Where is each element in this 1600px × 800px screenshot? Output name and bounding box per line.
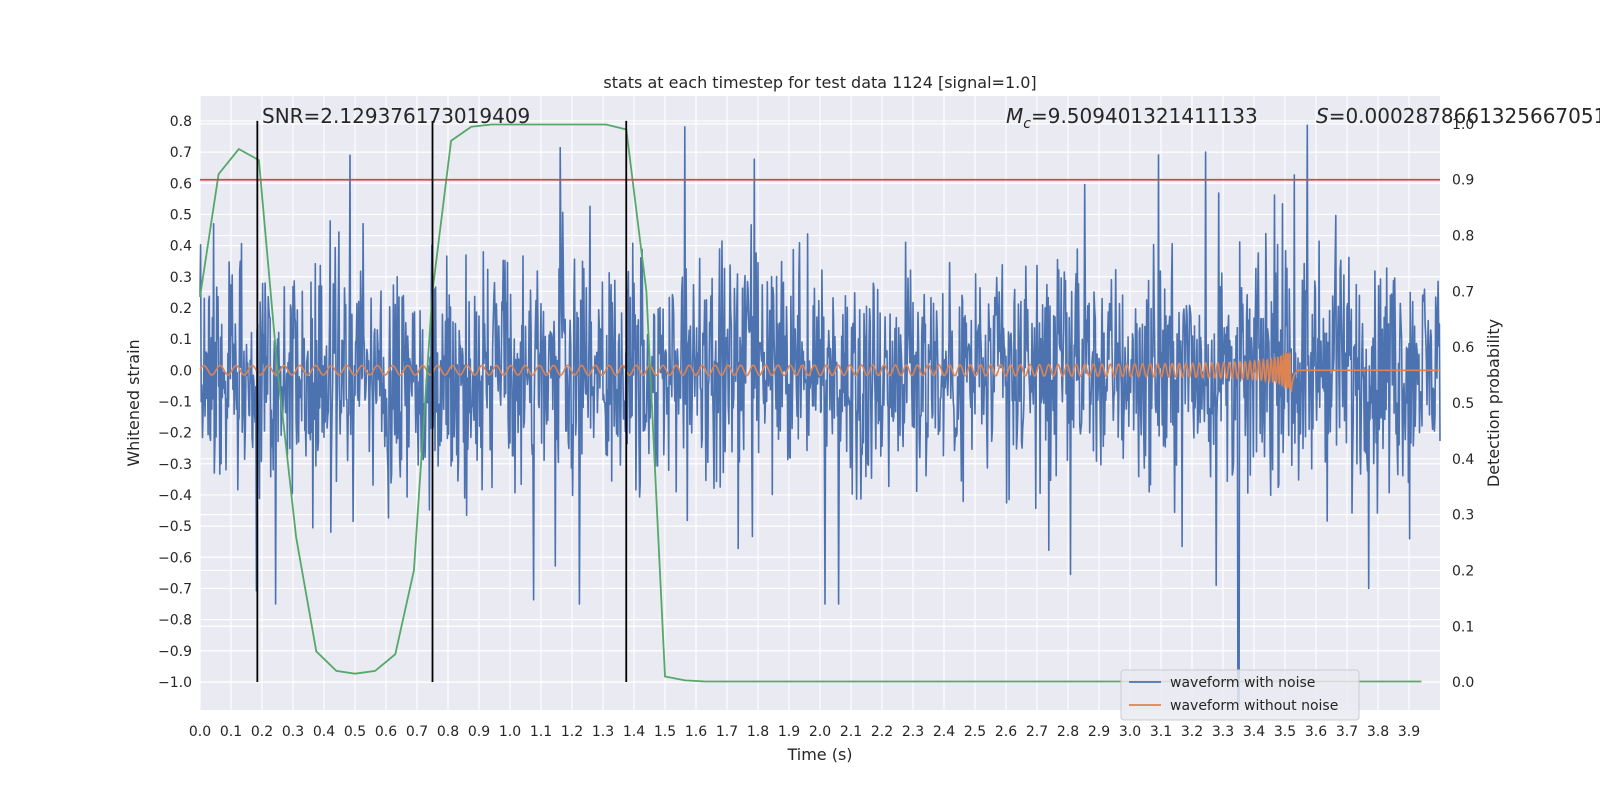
y2-tick-label: 0.1 xyxy=(1452,619,1474,635)
mc-symbol: M xyxy=(1006,104,1023,128)
x-tick-label: 2.0 xyxy=(809,724,831,740)
x-tick-label: 3.9 xyxy=(1398,724,1420,740)
y2-tick-label: 0.5 xyxy=(1452,396,1474,412)
series-waveform-without-noise xyxy=(199,351,1440,393)
y-tick-label: 0.1 xyxy=(170,332,192,348)
x-tick-label: 0.5 xyxy=(344,724,366,740)
y2-tick-label: 0.3 xyxy=(1452,508,1474,524)
x-tick-label: 0.6 xyxy=(375,724,397,740)
x-tick-label: 1.1 xyxy=(530,724,552,740)
x-tick-label: 1.7 xyxy=(716,724,738,740)
mc-annotation: Mc=9.509401321411133 xyxy=(1006,104,1258,132)
y-tick-label: 0.0 xyxy=(170,363,192,379)
y2-tick-label: 0.0 xyxy=(1452,675,1474,691)
x-tick-label: 3.3 xyxy=(1212,724,1234,740)
chart-title: stats at each timestep for test data 112… xyxy=(603,73,1036,92)
x-tick-label: 0.2 xyxy=(251,724,273,740)
x-tick-label: 0.8 xyxy=(437,724,459,740)
x-tick-label: 2.7 xyxy=(1026,724,1048,740)
x-tick-label: 1.5 xyxy=(654,724,676,740)
x-tick-label: 3.6 xyxy=(1305,724,1327,740)
vertical-markers xyxy=(256,120,628,682)
chirp-line xyxy=(199,351,1440,393)
y-axis-label: Whitened strain xyxy=(124,339,143,466)
mc-value: =9.509401321411133 xyxy=(1031,104,1258,128)
y-tick-label: 0.2 xyxy=(170,301,192,317)
y2-tick-label: 0.4 xyxy=(1452,452,1474,468)
x-tick-label: 1.3 xyxy=(592,724,614,740)
s-annotation: S=0.0002878661325667051 xyxy=(1316,104,1600,128)
x-tick-label: 3.1 xyxy=(1150,724,1172,740)
x-tick-label: 3.5 xyxy=(1274,724,1296,740)
legend-label-noise: waveform with noise xyxy=(1170,675,1315,691)
series-detection-probability xyxy=(199,123,1422,683)
x-tick-label: 2.2 xyxy=(871,724,893,740)
y-tick-label: 0.6 xyxy=(170,176,192,192)
mc-subscript: c xyxy=(1023,116,1031,132)
x-tick-label: 3.8 xyxy=(1367,724,1389,740)
y-tick-label: −0.5 xyxy=(158,519,192,535)
x-tick-label: 2.6 xyxy=(995,724,1017,740)
x-tick-label: 2.3 xyxy=(902,724,924,740)
y-tick-label: −0.4 xyxy=(158,488,192,504)
x-tick-label: 1.8 xyxy=(747,724,769,740)
y-tick-label: 0.4 xyxy=(170,239,192,255)
x-tick-label: 0.9 xyxy=(468,724,490,740)
y2-axis-label: Detection probability xyxy=(1484,319,1503,487)
x-tick-label: 3.4 xyxy=(1243,724,1265,740)
y2-tick-label: 0.6 xyxy=(1452,340,1474,356)
x-tick-label: 0.4 xyxy=(313,724,335,740)
x-tick-label: 2.8 xyxy=(1057,724,1079,740)
y-tick-label: −0.1 xyxy=(158,394,192,410)
y2-tick-label: 0.7 xyxy=(1452,284,1474,300)
y-tick-label: −0.8 xyxy=(158,613,192,629)
series-waveform-with-noise xyxy=(199,124,1441,705)
x-tick-label: 1.4 xyxy=(623,724,645,740)
noise-line xyxy=(199,124,1441,705)
legend-label-clean: waveform without noise xyxy=(1170,698,1338,714)
y-tick-label: −0.6 xyxy=(158,550,192,566)
x-tick-label: 0.0 xyxy=(189,724,211,740)
x-tick-label: 2.1 xyxy=(840,724,862,740)
x-tick-label: 2.5 xyxy=(964,724,986,740)
legend: waveform with noise waveform without noi… xyxy=(1120,669,1360,721)
y2-tick-label: 0.8 xyxy=(1452,229,1474,245)
y-tick-label: 0.8 xyxy=(170,114,192,130)
y2-tick-label: 0.2 xyxy=(1452,563,1474,579)
x-tick-label: 1.6 xyxy=(685,724,707,740)
y-tick-label: −0.2 xyxy=(158,426,192,442)
y-tick-label: −0.3 xyxy=(158,457,192,473)
y-tick-labels: 0.8 0.7 0.6 0.5 0.4 0.3 0.2 0.1 0.0 −0.1 −0.2 −0.3 −… xyxy=(158,114,192,691)
snr-annotation: SNR=2.129376173019409 xyxy=(262,104,530,128)
y-tick-label: 0.7 xyxy=(170,145,192,161)
x-tick-label: 3.2 xyxy=(1181,724,1203,740)
s-value: =0.0002878661325667051 xyxy=(1329,104,1600,128)
y-tick-label: −1.0 xyxy=(158,675,192,691)
y2-tick-labels: 1.0 0.9 0.8 0.7 0.6 0.5 0.4 0.3 0.2 0.1 0.0 xyxy=(1452,117,1474,691)
y-tick-label: −0.9 xyxy=(158,644,192,660)
x-tick-label: 1.9 xyxy=(778,724,800,740)
y2-tick-label: 1.0 xyxy=(1452,117,1474,133)
x-tick-label: 3.7 xyxy=(1336,724,1358,740)
probability-line xyxy=(199,123,1422,683)
x-tick-label: 3.0 xyxy=(1119,724,1141,740)
y-tick-label: 0.3 xyxy=(170,270,192,286)
x-tick-label: 1.0 xyxy=(499,724,521,740)
s-symbol: S xyxy=(1316,104,1329,128)
x-tick-label: 2.9 xyxy=(1088,724,1110,740)
x-axis-label: Time (s) xyxy=(786,745,852,764)
legend-box xyxy=(1120,669,1360,721)
x-tick-label: 0.7 xyxy=(406,724,428,740)
x-tick-label: 2.4 xyxy=(933,724,955,740)
y-tick-label: −0.7 xyxy=(158,581,192,597)
x-tick-label: 0.1 xyxy=(220,724,242,740)
x-tick-labels: 0.0 0.1 0.2 0.3 0.4 0.5 0.6 0.7 0.8 0.9 1.0 1.1 1.2 1… xyxy=(189,724,1420,740)
y2-tick-label: 0.9 xyxy=(1452,173,1474,189)
y-tick-label: 0.5 xyxy=(170,207,192,223)
x-tick-label: 0.3 xyxy=(282,724,304,740)
x-tick-label: 1.2 xyxy=(561,724,583,740)
